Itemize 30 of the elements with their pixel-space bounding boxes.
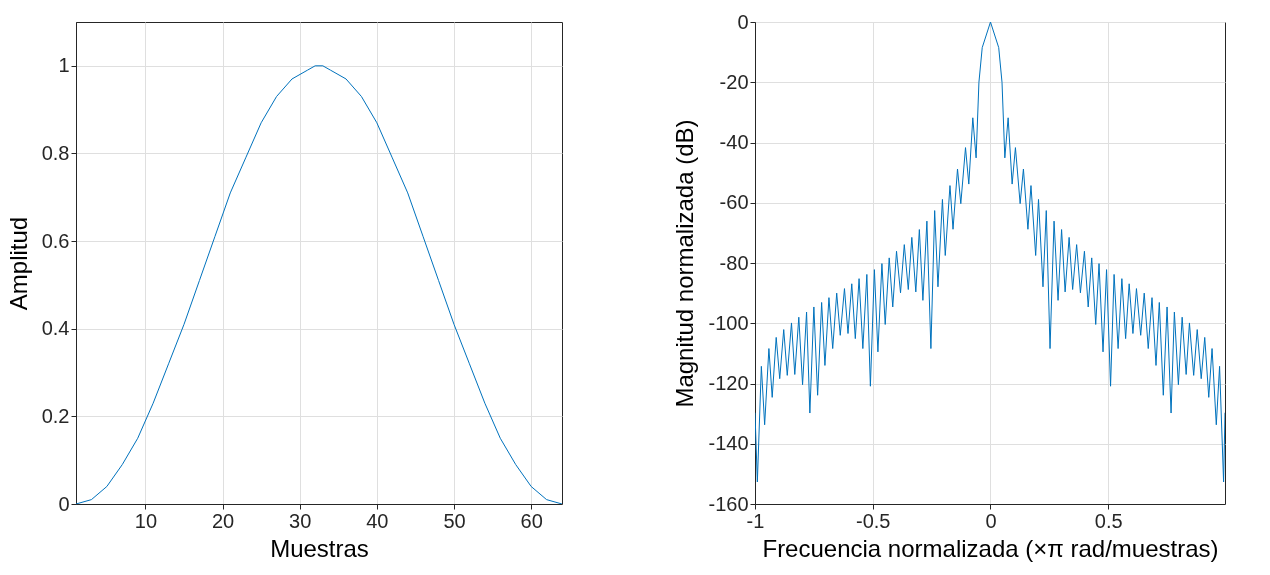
x-tick-label: -1 [746,509,765,532]
y-tick-label: 0 [58,492,70,515]
line-series [755,22,1225,483]
x-tick-label: 10 [134,509,158,532]
y-tick-label: -140 [708,432,749,455]
y-axis-title: Magnitud normalizada (dB) [671,119,699,408]
y-tick-label: -160 [708,492,749,515]
y-tick-label: 1 [58,54,70,77]
y-tick-label: -100 [708,311,749,334]
y-axis-title: Amplitud [4,216,32,311]
x-tick-label: 40 [366,509,389,532]
y-tick-label: -20 [719,70,749,93]
x-tick-label: 20 [211,509,235,532]
x-tick-label: 0.5 [1094,509,1123,532]
y-tick-label: -40 [719,131,749,153]
y-tick-label: 0.8 [41,141,70,164]
y-tick-label: 0.6 [41,229,70,252]
x-axis-title: Muestras [270,534,369,562]
y-tick-label: 0.2 [41,404,70,427]
x-tick-label: 50 [443,509,466,532]
x-axis-title: Frecuencia normalizada (×π rad/muestras) [762,534,1219,562]
y-tick-label: -120 [708,372,749,394]
x-tick-label: -0.5 [856,509,891,532]
y-tick-label: 0 [737,10,749,33]
y-tick-label: 0.4 [41,317,70,340]
y-tick-label: -60 [719,191,749,214]
x-tick-label: 30 [289,509,312,532]
x-tick-label: 60 [520,509,543,532]
y-tick-label: -80 [719,251,749,274]
x-tick-label: 0 [985,509,997,532]
